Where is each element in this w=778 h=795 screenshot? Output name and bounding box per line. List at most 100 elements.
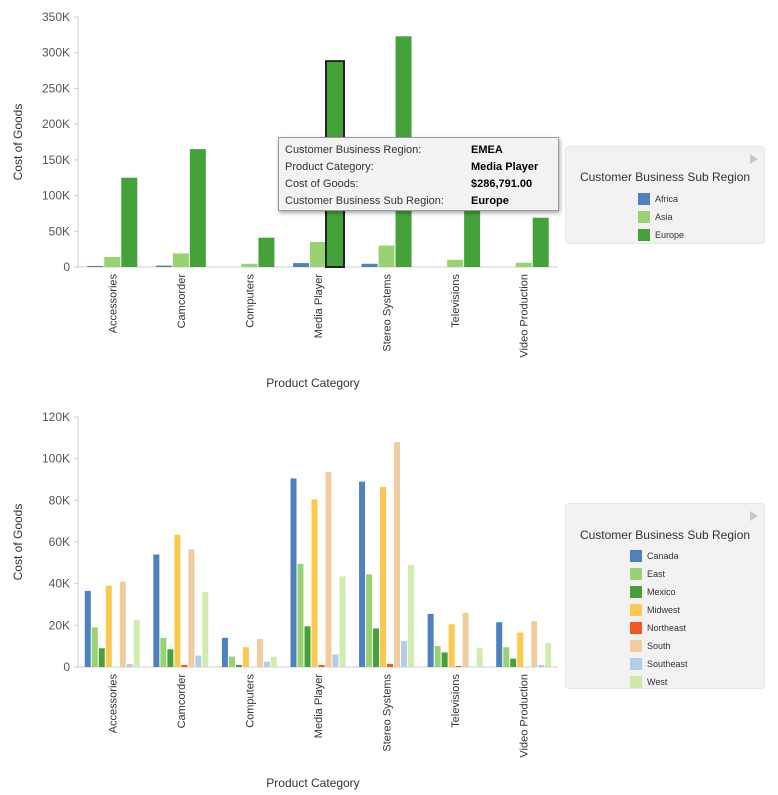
bar-asia[interactable] — [241, 263, 258, 267]
legend-item[interactable]: Asia — [638, 208, 764, 226]
bar-asia[interactable] — [172, 253, 189, 267]
bar-east[interactable] — [503, 647, 510, 667]
bar-canada[interactable] — [359, 481, 366, 667]
bar-canada[interactable] — [290, 478, 297, 667]
bar-northeast[interactable] — [387, 663, 394, 667]
legend-play-icon[interactable] — [750, 154, 758, 164]
bar-midwest[interactable] — [448, 624, 455, 667]
bar-southeast[interactable] — [332, 654, 339, 668]
bar-west[interactable] — [408, 564, 415, 667]
bar-mexico[interactable] — [235, 664, 242, 667]
bar-africa[interactable] — [293, 263, 309, 267]
legend-item[interactable]: Africa — [638, 190, 764, 208]
bar-midwest[interactable] — [174, 534, 181, 667]
bar-asia[interactable] — [104, 257, 121, 267]
bar-southeast[interactable] — [538, 664, 545, 667]
bar-canada[interactable] — [496, 622, 503, 667]
bar-canada[interactable] — [427, 613, 434, 667]
bar-east[interactable] — [434, 646, 441, 667]
legend-label: Canada — [647, 551, 679, 561]
legend-item[interactable]: Southeast — [630, 655, 764, 673]
bar-midwest[interactable] — [517, 632, 524, 667]
legend-item[interactable]: West — [630, 673, 764, 691]
legend-label: Europe — [655, 230, 685, 240]
tooltip-value: EMEA — [471, 144, 503, 156]
bar-europe[interactable] — [464, 209, 481, 267]
legend-item[interactable]: East — [630, 565, 764, 583]
bar-midwest[interactable] — [105, 585, 112, 667]
bar-south[interactable] — [119, 581, 126, 667]
bar-europe[interactable] — [121, 177, 138, 267]
bar-south[interactable] — [256, 638, 263, 667]
bar-mexico[interactable] — [98, 648, 105, 667]
bar-canada[interactable] — [221, 637, 228, 667]
legend-play-icon[interactable] — [750, 511, 758, 521]
bar-canada[interactable] — [84, 590, 91, 667]
bar-mexico[interactable] — [373, 628, 380, 667]
legend-item[interactable]: Europe — [638, 226, 764, 244]
y-tick-label: 120K — [42, 410, 70, 424]
bar-mexico[interactable] — [304, 626, 311, 667]
bar-southeast[interactable] — [401, 640, 408, 667]
bar-asia[interactable] — [515, 262, 532, 267]
legend-swatch — [630, 568, 642, 580]
bar-east[interactable] — [366, 574, 373, 667]
bar-west[interactable] — [202, 592, 209, 667]
x-tick-label: Camcorder — [176, 674, 188, 729]
legend-item[interactable]: South — [630, 637, 764, 655]
legend-label: Southeast — [647, 659, 688, 669]
bar-mexico[interactable] — [441, 652, 448, 667]
bar-southeast[interactable] — [126, 663, 133, 667]
bar-midwest[interactable] — [242, 647, 249, 667]
bar-east[interactable] — [297, 563, 304, 667]
bar-midwest[interactable] — [380, 486, 387, 667]
bar-europe[interactable] — [532, 217, 549, 267]
tooltip-label: Customer Business Region: — [285, 144, 422, 156]
bar-south[interactable] — [325, 472, 332, 667]
bar-canada[interactable] — [153, 554, 160, 668]
y-tick-label: 0 — [63, 260, 70, 274]
bar-south[interactable] — [531, 621, 538, 667]
legend-item[interactable]: Midwest — [630, 601, 764, 619]
legend-panel-bottom: Customer Business Sub Region Canada East… — [565, 503, 765, 689]
legend-label: Africa — [655, 194, 679, 204]
bar-south[interactable] — [188, 549, 195, 667]
bar-mexico[interactable] — [510, 658, 517, 667]
bar-west[interactable] — [133, 620, 140, 667]
bar-northeast[interactable] — [318, 664, 325, 667]
bar-west[interactable] — [339, 576, 346, 667]
europe-asia-africa-bar-chart: 0 50K 100K 150K 200K 250K 300K 350K Cost of Good… — [11, 10, 558, 390]
bar-africa[interactable] — [87, 265, 104, 267]
x-tick-label: Camcorder — [176, 274, 188, 329]
bar-southeast[interactable] — [263, 661, 270, 667]
bar-africa[interactable] — [155, 265, 172, 267]
bar-africa[interactable] — [361, 263, 378, 267]
legend-swatch — [630, 550, 642, 562]
bar-east[interactable] — [91, 627, 98, 667]
bar-asia[interactable] — [447, 259, 464, 267]
bar-northeast[interactable] — [455, 665, 462, 667]
bar-midwest[interactable] — [311, 499, 318, 667]
x-axis-title: Product Category — [266, 376, 359, 390]
bar-south[interactable] — [462, 612, 469, 667]
bar-northeast[interactable] — [181, 664, 188, 667]
tooltip-row: Product Category: Media Player — [285, 159, 558, 176]
bar-asia[interactable] — [310, 242, 326, 267]
legend-item[interactable]: Northeast — [630, 619, 764, 637]
bar-east[interactable] — [160, 637, 167, 667]
legend-item[interactable]: Canada — [630, 547, 764, 565]
bar-southeast[interactable] — [195, 655, 202, 667]
x-tick-label: Media Player — [313, 274, 325, 339]
legend-swatch — [638, 229, 650, 241]
x-tick-label: Computers — [244, 674, 256, 728]
bar-europe[interactable] — [258, 237, 275, 267]
bar-mexico[interactable] — [167, 649, 174, 667]
bar-west[interactable] — [545, 643, 552, 667]
bar-west[interactable] — [476, 648, 483, 667]
bar-south[interactable] — [394, 442, 401, 667]
bar-west[interactable] — [270, 656, 277, 667]
bar-asia[interactable] — [378, 245, 395, 267]
bar-east[interactable] — [228, 656, 235, 667]
legend-item[interactable]: Mexico — [630, 583, 764, 601]
bar-europe[interactable] — [189, 149, 206, 267]
